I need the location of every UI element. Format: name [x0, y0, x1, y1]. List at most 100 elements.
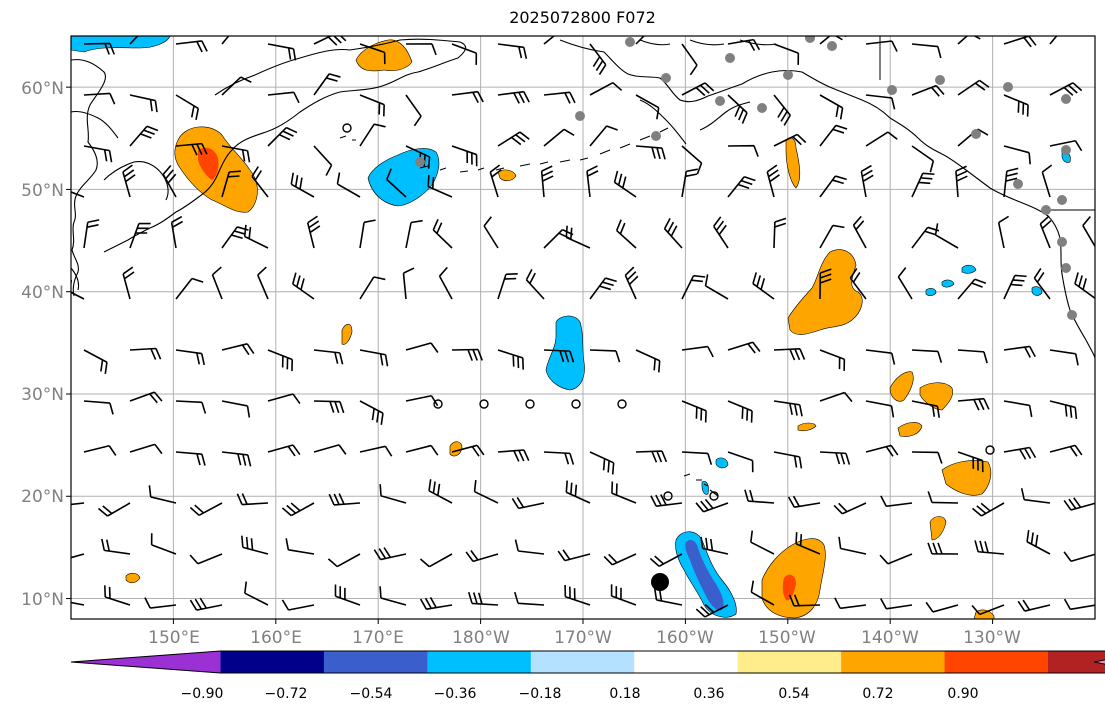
- longitude-labels: 150°E 160°E 170°E 180°W 170°W 160°W 150°…: [148, 628, 1021, 648]
- wind-barb: [957, 79, 990, 96]
- wind-barb: [221, 76, 252, 96]
- wind-barb: [257, 266, 269, 300]
- wind-barb: [405, 444, 439, 456]
- wind-barb: [129, 125, 159, 147]
- wind-barb: [129, 36, 139, 45]
- station-marker: [651, 131, 661, 141]
- wind-barb: [379, 484, 407, 504]
- anomaly-negative: [715, 457, 729, 469]
- station-marker: [783, 70, 793, 80]
- wind-barb: [241, 535, 269, 555]
- wind-barb: [957, 451, 984, 473]
- wind-barb: [162, 164, 177, 198]
- colorbar-label: −0.72: [265, 686, 308, 702]
- wind-barb: [267, 91, 300, 104]
- wind-barb: [359, 400, 384, 425]
- wind-barb: [122, 266, 135, 300]
- wind-barb: [122, 164, 136, 198]
- wind-barb: [359, 445, 393, 457]
- wind-barb: [788, 594, 821, 607]
- wind-barb: [911, 451, 943, 464]
- wind-barb: [681, 274, 706, 300]
- anomaly-negative: [961, 264, 977, 274]
- wind-barb: [336, 172, 361, 198]
- wind-barb: [451, 145, 478, 167]
- lat-label: 20°N: [21, 487, 64, 507]
- coastline-asia: [71, 59, 106, 297]
- coastline-kamchatka: [103, 195, 201, 253]
- wind-barb: [221, 145, 251, 163]
- wind-barb: [650, 494, 683, 507]
- wind-barb: [1096, 452, 1105, 472]
- wind-barb: [306, 215, 321, 249]
- calm-circle: [617, 399, 627, 409]
- anomaly-positive: [341, 323, 353, 345]
- wind-barb: [849, 267, 867, 300]
- wind-barb: [925, 601, 959, 613]
- station-marker: [415, 157, 425, 167]
- wind-barb: [451, 90, 484, 104]
- wind-barb: [1039, 215, 1052, 249]
- wind-barb: [819, 224, 845, 249]
- wind-barb: [150, 533, 177, 555]
- wind-barb: [221, 170, 241, 198]
- colorbar-label: 0.90: [947, 686, 978, 702]
- wind-barb: [1082, 216, 1095, 248]
- wind-barb: [451, 348, 483, 361]
- wind-barb: [1017, 599, 1051, 612]
- wind-barb: [773, 217, 787, 249]
- wind-barb: [428, 479, 453, 504]
- station-markers: [415, 36, 1077, 320]
- wind-barb: [221, 343, 255, 356]
- wind-barb: [565, 480, 591, 504]
- wind-barb: [681, 400, 707, 423]
- wind-barb: [955, 165, 968, 198]
- wind-barb: [359, 94, 385, 117]
- aleutian-islands: [339, 127, 669, 173]
- coastline-alaska: [559, 39, 891, 119]
- wind-barb: [1096, 350, 1105, 366]
- wind-barb: [704, 274, 729, 300]
- wind-barb: [267, 43, 297, 61]
- wind-barb: [359, 349, 389, 367]
- anomaly-positive: [897, 422, 923, 437]
- hawaii-islands: [683, 473, 719, 497]
- wind-barb: [175, 40, 208, 53]
- station-marker: [1061, 263, 1071, 273]
- wind-barb: [773, 43, 800, 65]
- wind-barb: [819, 451, 851, 465]
- wind-barb: [865, 444, 899, 457]
- wind-barb: [129, 94, 158, 113]
- wind-barb: [1003, 145, 1031, 165]
- anomaly-positive: [929, 516, 947, 541]
- wind-barb: [465, 550, 499, 563]
- colorbar-segment: [634, 651, 739, 673]
- wind-barb: [251, 166, 269, 198]
- wind-barb: [819, 124, 848, 147]
- wind-barb: [838, 536, 867, 555]
- wind-barb: [773, 94, 791, 126]
- anomaly-positive: [919, 382, 953, 411]
- wind-barb: [911, 349, 943, 363]
- colorbar-label: 0.72: [862, 686, 893, 702]
- anomaly-strong-positive: [782, 574, 796, 601]
- colorbar-extend-high: [1094, 659, 1105, 665]
- wind-barb: [1049, 139, 1083, 152]
- wind-barb: [1003, 400, 1033, 418]
- lat-label: 60°N: [21, 79, 64, 99]
- wind-barb: [865, 349, 896, 365]
- wind-barb: [589, 451, 615, 475]
- station-marker: [805, 36, 815, 43]
- wind-barb: [750, 580, 775, 606]
- station-marker: [1003, 82, 1013, 92]
- lon-label: 150°E: [148, 628, 200, 648]
- wind-barb: [635, 450, 668, 463]
- latitude-labels: 60°N 50°N 40°N 30°N 20°N 10°N: [21, 79, 64, 610]
- anomaly-positive: [787, 249, 863, 335]
- wind-barb: [497, 90, 530, 104]
- colorbar-outline: [70, 650, 1105, 674]
- wind-barb: [911, 84, 945, 97]
- wind-barb: [175, 400, 207, 414]
- axis-ticks: [66, 86, 994, 624]
- wind-barb: [419, 553, 453, 568]
